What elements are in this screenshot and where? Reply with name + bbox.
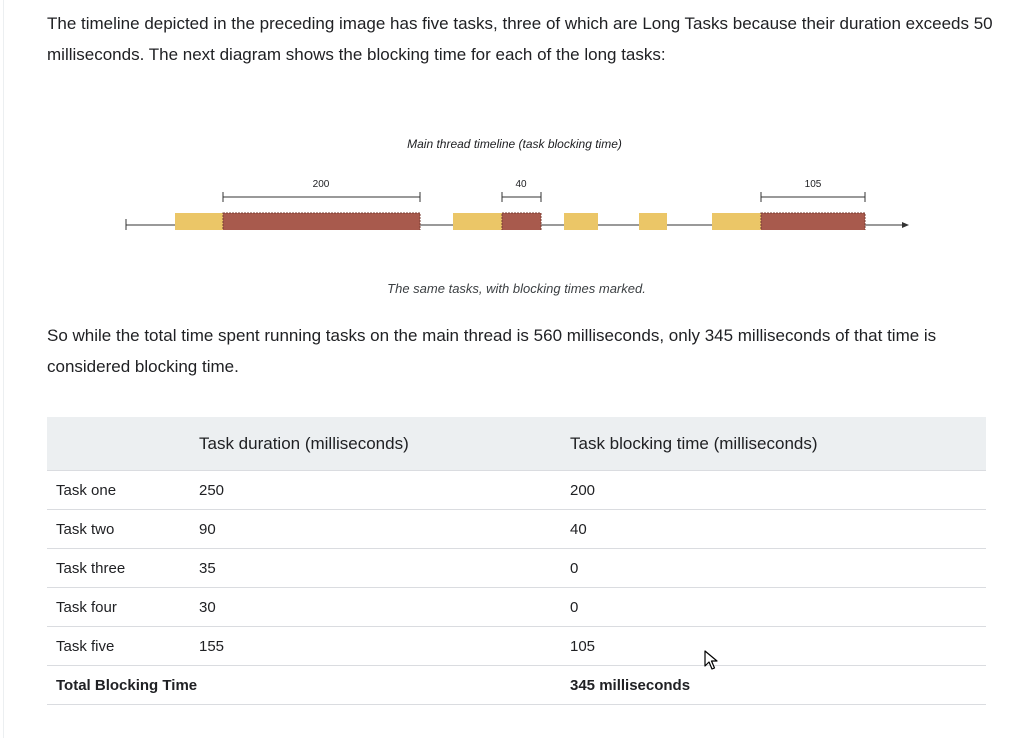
table-total-row: Total Blocking Time 345 milliseconds (47, 665, 986, 705)
mouse-pointer-icon (704, 650, 718, 670)
row-blocking: 105 (570, 626, 986, 666)
task-five-blocking (760, 212, 866, 230)
row-task: Task one (47, 470, 199, 510)
summary-paragraph: So while the total time spent running ta… (47, 326, 937, 376)
row-blocking: 40 (570, 509, 986, 549)
table-row: Task five 155 105 (47, 626, 986, 666)
task-three-segment (564, 213, 598, 230)
row-blocking: 0 (570, 587, 986, 627)
row-task: Task five (47, 626, 199, 666)
header-task (47, 417, 199, 471)
diagram-caption: The same tasks, with blocking times mark… (387, 281, 646, 296)
row-duration: 250 (199, 470, 570, 510)
row-duration: 90 (199, 509, 570, 549)
timeline-diagram: 200 40 105 (125, 179, 909, 230)
bracket-40 (501, 192, 542, 202)
header-duration: Task duration (milliseconds) (199, 417, 570, 471)
row-blocking: 0 (570, 548, 986, 588)
bracket-105 (760, 192, 866, 202)
row-task: Task three (47, 548, 199, 588)
task-one-segment (175, 213, 223, 230)
row-duration: 35 (199, 548, 570, 588)
row-task: Task two (47, 509, 199, 549)
row-duration: 155 (199, 626, 570, 666)
diagram-title: Main thread timeline (task blocking time… (407, 137, 622, 151)
blocking-label-40: 40 (515, 179, 527, 190)
total-value: 345 milliseconds (570, 665, 986, 705)
left-border (3, 0, 4, 738)
table-row: Task four 30 0 (47, 587, 986, 627)
table-row: Task three 35 0 (47, 548, 986, 588)
blocking-time-table: Task duration (milliseconds) Task blocki… (47, 417, 986, 705)
task-four-segment (639, 213, 667, 230)
task-two-segment (453, 213, 502, 230)
task-one-blocking (222, 212, 421, 230)
blocking-label-200: 200 (313, 179, 330, 190)
total-label: Total Blocking Time (47, 665, 570, 705)
row-duration: 30 (199, 587, 570, 627)
row-task: Task four (47, 587, 199, 627)
header-blocking: Task blocking time (milliseconds) (570, 417, 986, 471)
task-two-blocking (501, 212, 542, 230)
blocking-label-105: 105 (805, 179, 822, 190)
table-header-row: Task duration (milliseconds) Task blocki… (47, 417, 986, 471)
timeline-arrowhead (902, 222, 909, 228)
task-five-segment (712, 213, 761, 230)
table-row: Task two 90 40 (47, 509, 986, 549)
table-row: Task one 250 200 (47, 470, 986, 510)
bracket-200 (222, 192, 421, 202)
row-blocking: 200 (570, 470, 986, 510)
intro-paragraph: The timeline depicted in the preceding i… (47, 14, 993, 64)
